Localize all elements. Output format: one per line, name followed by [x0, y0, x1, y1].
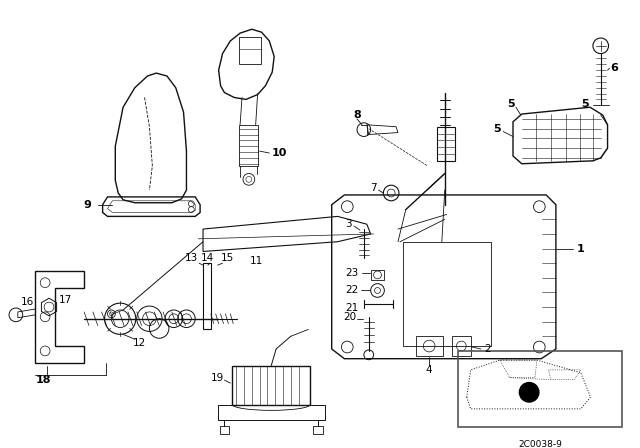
- Text: 8: 8: [353, 110, 361, 120]
- Text: 2: 2: [484, 344, 490, 354]
- Bar: [220, 426, 229, 434]
- Text: 4: 4: [426, 366, 433, 375]
- Text: 2C0038-9: 2C0038-9: [518, 439, 562, 448]
- Text: 11: 11: [250, 256, 263, 266]
- Bar: [203, 263, 211, 329]
- Bar: [371, 270, 385, 280]
- Text: 10: 10: [271, 148, 287, 158]
- Circle shape: [520, 383, 539, 402]
- Text: 19: 19: [211, 373, 225, 383]
- Text: 21: 21: [346, 303, 359, 313]
- Text: 17: 17: [59, 295, 72, 305]
- Bar: [458, 351, 622, 427]
- Text: 12: 12: [133, 338, 147, 348]
- Text: 18: 18: [35, 375, 51, 385]
- Bar: [415, 336, 443, 356]
- Text: 15: 15: [221, 253, 234, 263]
- Text: 5: 5: [508, 99, 515, 109]
- Text: 22: 22: [346, 285, 359, 296]
- Bar: [313, 426, 323, 434]
- Text: 23: 23: [346, 268, 359, 278]
- Text: 16: 16: [21, 297, 34, 307]
- Bar: [239, 37, 260, 65]
- Text: 13: 13: [185, 253, 198, 263]
- Bar: [232, 366, 310, 405]
- Text: 6: 6: [611, 63, 618, 73]
- Text: 7: 7: [370, 183, 376, 193]
- Text: 20: 20: [343, 312, 356, 322]
- Bar: [452, 336, 471, 356]
- Text: 9: 9: [83, 200, 91, 210]
- Text: 14: 14: [201, 253, 214, 263]
- Text: 5: 5: [581, 99, 589, 109]
- Bar: [437, 127, 454, 161]
- Text: 1: 1: [577, 244, 584, 254]
- Text: 3: 3: [346, 219, 352, 229]
- Text: 5: 5: [493, 124, 500, 134]
